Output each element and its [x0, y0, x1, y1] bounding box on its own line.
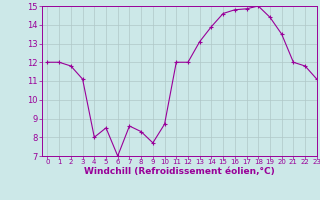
X-axis label: Windchill (Refroidissement éolien,°C): Windchill (Refroidissement éolien,°C) [84, 167, 275, 176]
